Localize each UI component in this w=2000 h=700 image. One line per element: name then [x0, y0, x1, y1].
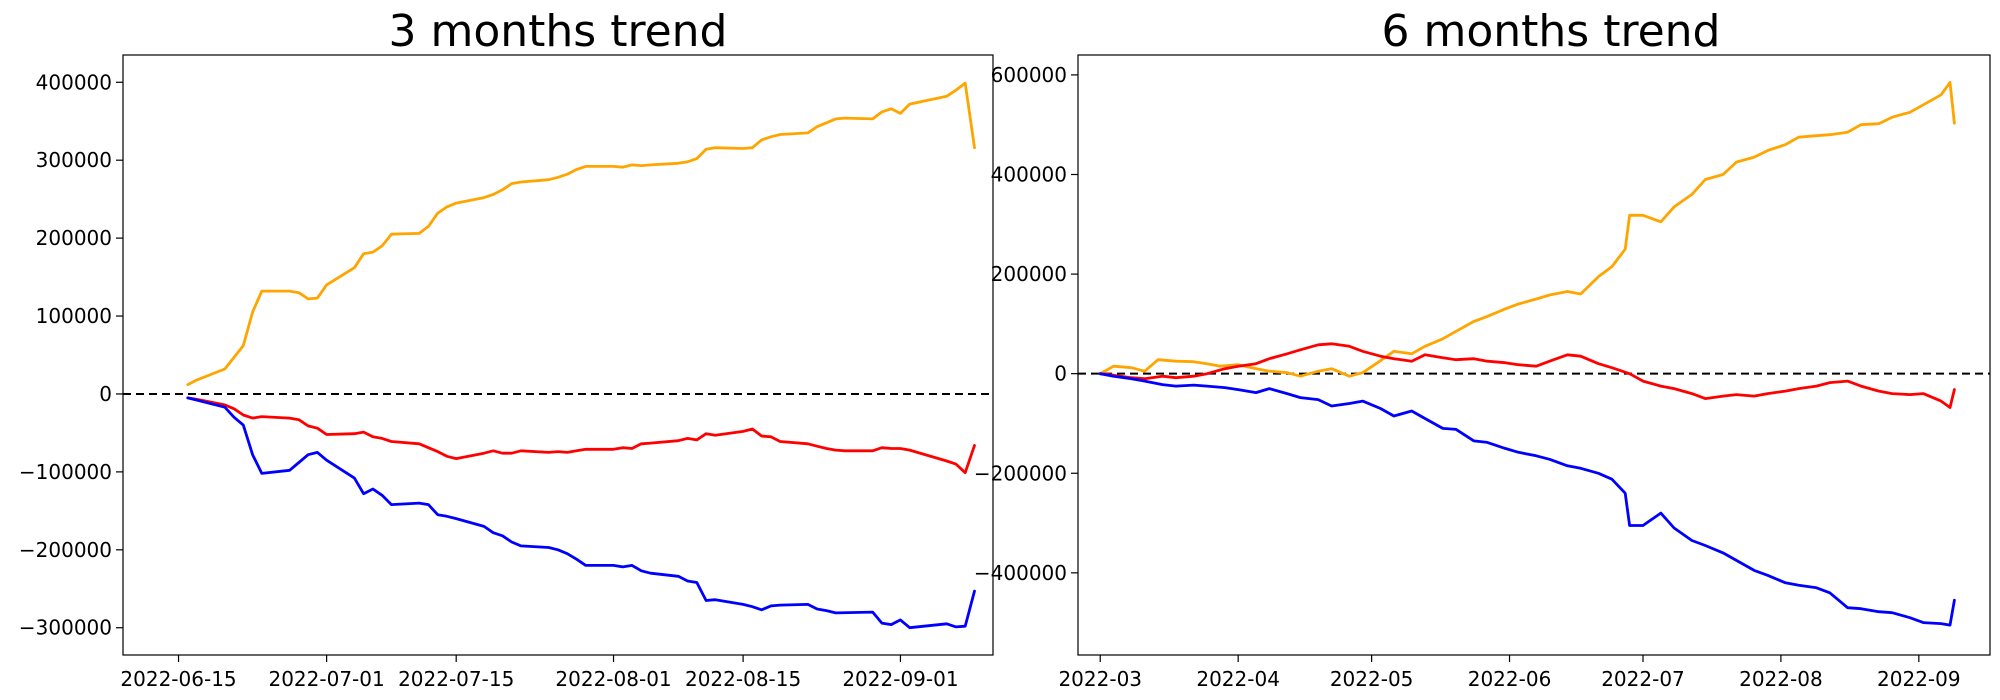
plot-frame	[122, 54, 994, 656]
y-tick-label: 0	[1054, 362, 1067, 386]
y-tick-label: 0	[99, 382, 112, 406]
y-tick-label: −200000	[974, 461, 1067, 485]
x-tick-label: 2022-07-01	[268, 667, 384, 691]
x-tick-label: 2022-09	[1877, 667, 1961, 691]
chart-title: 6 months trend	[1382, 6, 1721, 57]
y-tick-label: 400000	[36, 70, 112, 94]
x-tick-label: 2022-09-01	[842, 667, 958, 691]
series-line-0	[1098, 81, 1956, 378]
x-tick-label: 2022-07	[1601, 667, 1685, 691]
y-tick-label: 300000	[36, 148, 112, 172]
y-tick-label: 200000	[991, 262, 1067, 286]
y-tick-label: 400000	[991, 163, 1067, 187]
x-tick-label: 2022-06-15	[120, 667, 236, 691]
y-tick-label: 200000	[36, 226, 112, 250]
series-line-1	[186, 396, 976, 475]
x-tick-label: 2022-07-15	[398, 667, 514, 691]
series-line-2	[186, 396, 976, 630]
y-tick-label: 100000	[36, 304, 112, 328]
x-tick-label: 2022-03	[1058, 667, 1142, 691]
y-tick-label: −200000	[19, 538, 112, 562]
x-tick-label: 2022-08-01	[555, 667, 671, 691]
chart-title: 3 months trend	[389, 6, 728, 57]
y-tick-label: 600000	[991, 63, 1067, 87]
x-tick-label: 2022-05	[1330, 667, 1414, 691]
series-line-2	[1098, 372, 1956, 627]
x-tick-label: 2022-06	[1468, 667, 1552, 691]
y-tick-label: −100000	[19, 460, 112, 484]
y-tick-label: −400000	[974, 561, 1067, 585]
plot-frame	[1077, 54, 1991, 656]
six-month-trend-chart: 6 months trend −400000 −200000 0 200000 4000…	[974, 6, 1991, 691]
x-tick-label: 2022-04	[1196, 667, 1280, 691]
three-month-trend-chart: 3 months trend −300000 −200000 −100000 0 100…	[19, 6, 994, 691]
x-tick-label: 2022-08-15	[685, 667, 801, 691]
y-tick-label: −300000	[19, 616, 112, 640]
series-line-1	[1098, 342, 1956, 409]
series-line-0	[186, 81, 976, 387]
x-tick-label: 2022-08	[1739, 667, 1823, 691]
